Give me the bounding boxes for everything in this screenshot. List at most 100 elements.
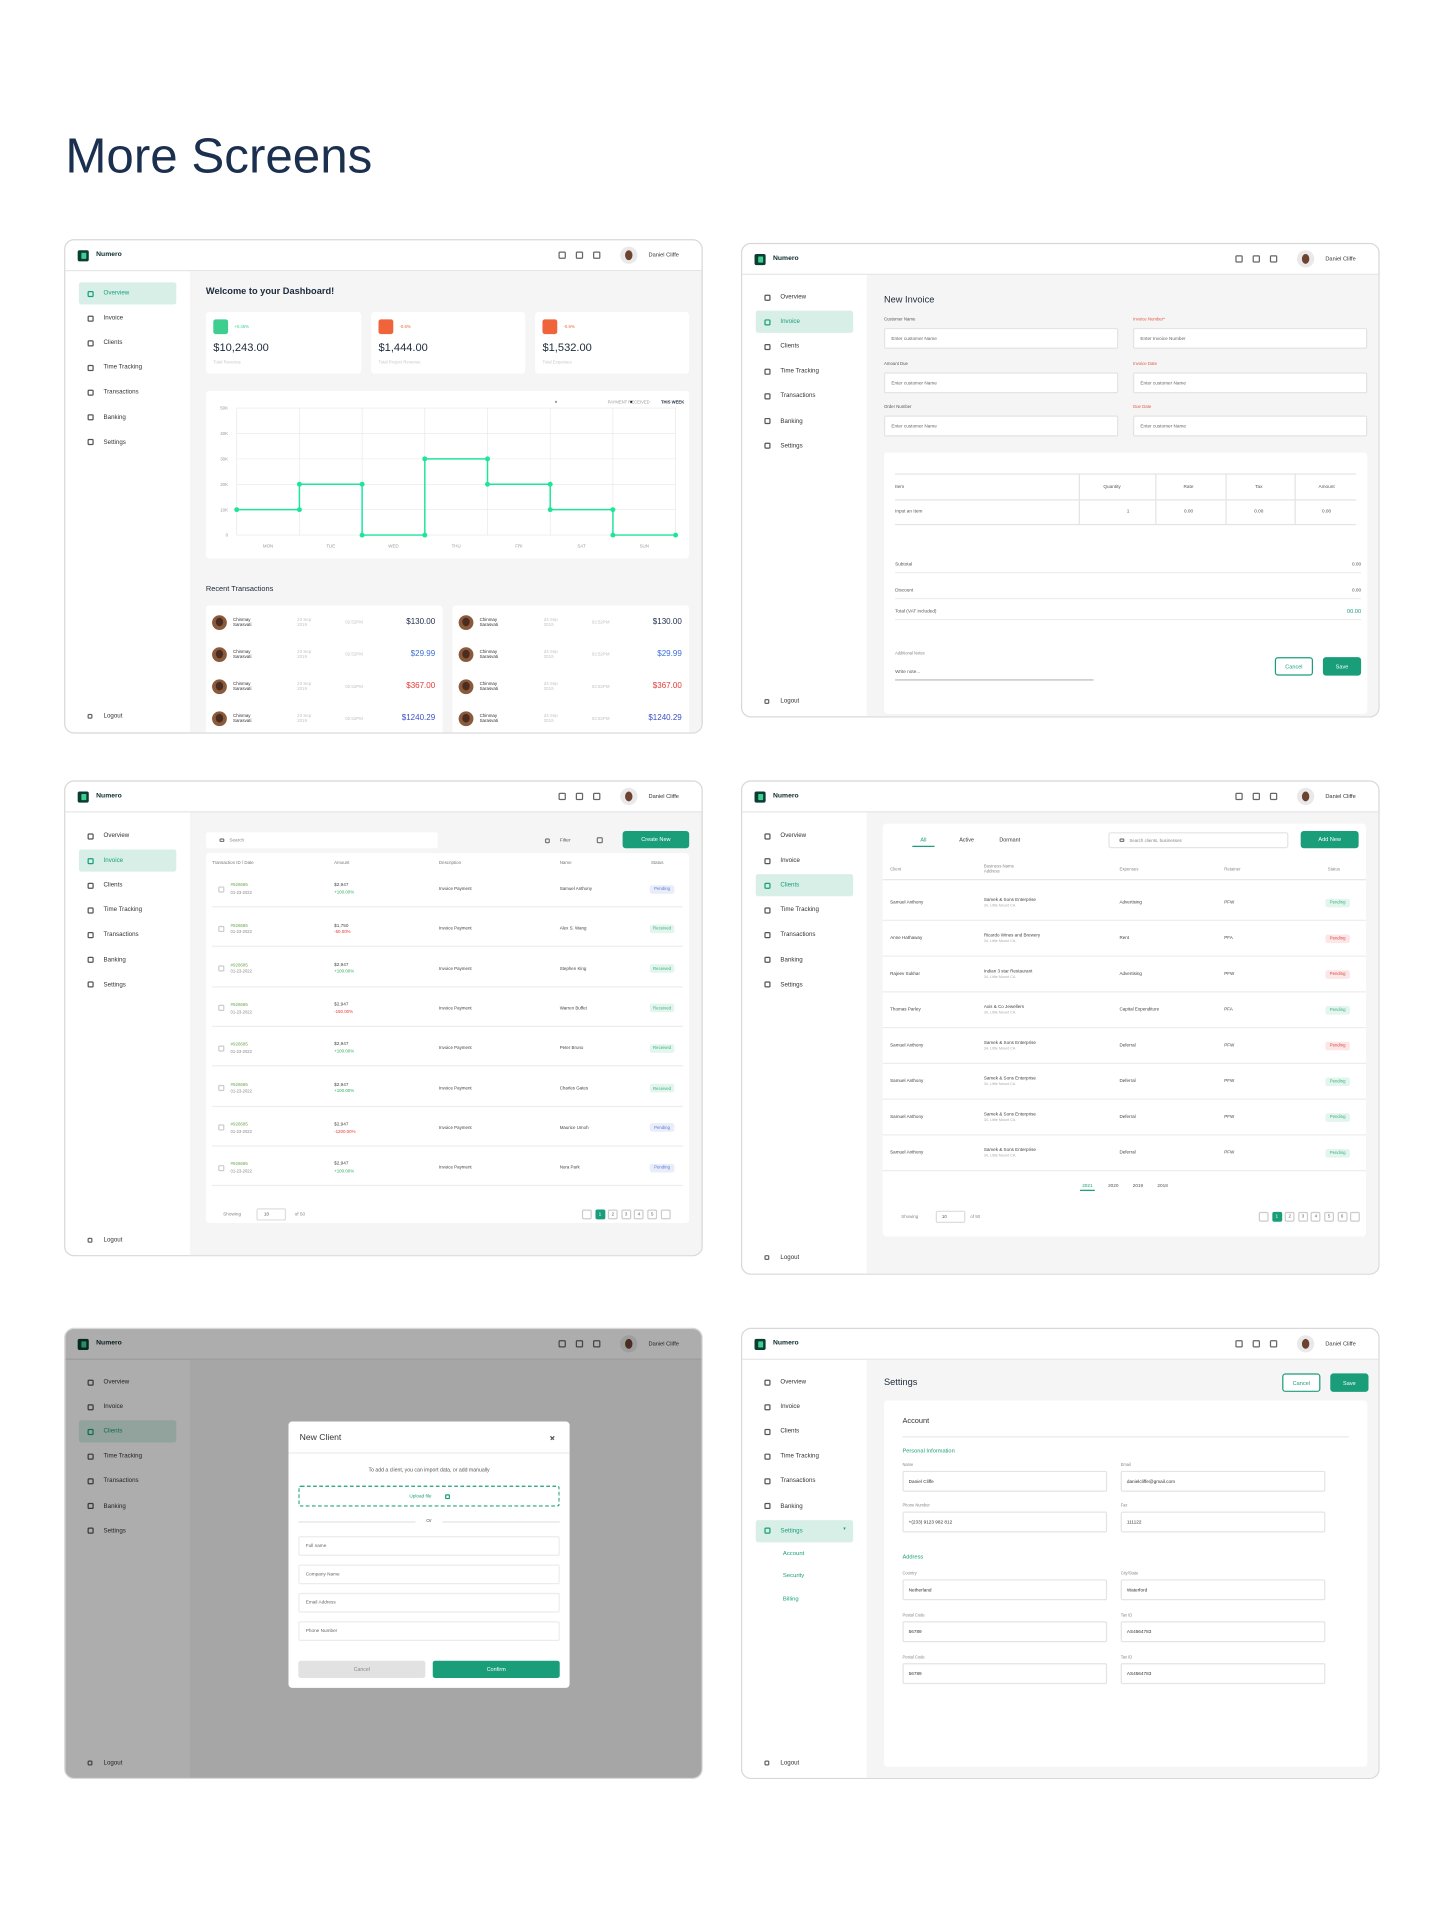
nav-item[interactable]: Invoice	[780, 856, 800, 865]
create-button[interactable]	[622, 830, 690, 849]
search-box[interactable]	[1108, 832, 1289, 849]
nav-item[interactable]: Overview	[780, 293, 807, 301]
button-label[interactable]: Cancel	[353, 1666, 370, 1673]
nav-item[interactable]: Overview	[103, 832, 130, 840]
confirm-button[interactable]	[432, 1660, 560, 1678]
nav-item[interactable]: Transactions	[780, 1477, 816, 1485]
input[interactable]	[298, 1592, 560, 1613]
button-label[interactable]: Create New	[641, 836, 671, 843]
nav-active[interactable]	[755, 1519, 854, 1542]
page[interactable]	[594, 1209, 605, 1220]
tab[interactable]: Dormant	[999, 836, 1021, 843]
button-label[interactable]: Add New	[1318, 836, 1341, 843]
input[interactable]	[298, 1536, 560, 1556]
page-number[interactable]: 5	[1327, 1214, 1331, 1219]
logout[interactable]: Logout	[780, 1759, 800, 1767]
nav-item[interactable]: Banking	[780, 1502, 803, 1510]
input[interactable]	[902, 1470, 1108, 1492]
nav-item[interactable]: Clients	[780, 881, 800, 890]
page-number[interactable]: 2	[1288, 1214, 1292, 1219]
nav-item[interactable]: Banking	[103, 1502, 126, 1510]
nav-item[interactable]: Time Tracking	[780, 1452, 819, 1461]
nav-item[interactable]: Clients	[103, 881, 123, 890]
filter[interactable]: Filter	[559, 836, 571, 843]
input[interactable]	[1133, 415, 1368, 437]
checkbox[interactable]	[218, 1164, 225, 1171]
page-number[interactable]: 1	[598, 1211, 602, 1217]
nav-item[interactable]: Banking	[103, 956, 126, 964]
input[interactable]	[298, 1564, 560, 1585]
field-value[interactable]: Daniel Cliffe	[908, 1478, 934, 1484]
nav-active[interactable]	[755, 874, 854, 897]
page-number[interactable]: 5	[650, 1211, 654, 1217]
nav-item[interactable]: Transactions	[103, 1477, 139, 1485]
next[interactable]	[1350, 1211, 1361, 1222]
checkbox[interactable]	[218, 1084, 225, 1092]
field-value[interactable]: AS4564783	[1126, 1670, 1152, 1676]
nav-item[interactable]: Transactions	[780, 392, 816, 400]
nav-item[interactable]: Settings	[103, 438, 126, 446]
tab[interactable]: All	[920, 836, 927, 843]
logout[interactable]: Logout	[103, 1759, 123, 1767]
input[interactable]	[902, 1663, 1108, 1685]
placeholder[interactable]: Enter customer Name	[891, 335, 937, 341]
page[interactable]	[608, 1209, 618, 1220]
input[interactable]	[1120, 1621, 1326, 1643]
page-number[interactable]: 3	[624, 1211, 628, 1217]
input[interactable]	[883, 415, 1119, 437]
cancel-button[interactable]	[1274, 657, 1314, 676]
nav-item[interactable]: Clients	[103, 339, 123, 347]
nav-item[interactable]: Clients	[103, 1427, 123, 1436]
placeholder[interactable]: Email Address	[305, 1599, 336, 1605]
nav-item[interactable]: Banking	[103, 413, 126, 422]
field-value[interactable]: 111122	[1126, 1519, 1142, 1525]
nav-active[interactable]	[78, 849, 177, 872]
logout[interactable]: Logout	[780, 697, 800, 706]
nav-item[interactable]: Invoice	[780, 1403, 800, 1411]
nav-item[interactable]: Invoice	[780, 318, 800, 326]
input[interactable]	[902, 1579, 1108, 1601]
input[interactable]	[902, 1511, 1108, 1533]
year[interactable]: 2018	[1157, 1183, 1168, 1189]
input[interactable]	[883, 327, 1119, 349]
nav-item[interactable]: Invoice	[103, 314, 124, 322]
logout[interactable]: Logout	[103, 712, 123, 721]
add-button[interactable]	[1300, 830, 1359, 849]
year[interactable]: 2019	[1132, 1183, 1144, 1189]
logout[interactable]: Logout	[780, 1253, 800, 1262]
per-page[interactable]: 10	[263, 1211, 270, 1217]
upload-box[interactable]	[298, 1485, 560, 1507]
nav-item[interactable]: Settings	[780, 980, 803, 989]
page[interactable]	[1337, 1211, 1348, 1222]
placeholder[interactable]: Enter customer Name	[891, 423, 937, 429]
input[interactable]	[1120, 1470, 1326, 1492]
cancel-button[interactable]	[1282, 1373, 1321, 1392]
placeholder[interactable]: Enter customer Name	[1140, 380, 1186, 385]
nav-item[interactable]: Settings	[103, 980, 126, 989]
nav-item[interactable]: Banking	[780, 956, 803, 964]
submenu-item[interactable]: Billing	[782, 1596, 799, 1603]
checkbox[interactable]	[218, 1124, 225, 1131]
search-box[interactable]	[205, 832, 438, 849]
input[interactable]	[902, 1621, 1108, 1643]
button-label[interactable]: Confirm	[486, 1666, 506, 1673]
placeholder[interactable]: Enter customer Name	[1140, 423, 1186, 429]
nav-item[interactable]: Time Tracking	[780, 906, 819, 914]
dropdown-caret[interactable]	[843, 1527, 846, 1531]
page[interactable]	[647, 1209, 658, 1220]
page-number[interactable]: 1	[1275, 1214, 1279, 1219]
page[interactable]	[1284, 1211, 1295, 1222]
nav-item[interactable]: Settings	[103, 1527, 126, 1535]
year[interactable]: 2020	[1108, 1183, 1119, 1189]
nav-item[interactable]: Settings	[780, 1527, 803, 1535]
page-number[interactable]: 6	[1340, 1214, 1344, 1219]
nav-item[interactable]: Clients	[780, 1427, 800, 1436]
page[interactable]	[1297, 1211, 1308, 1222]
checkbox[interactable]	[218, 965, 225, 972]
page[interactable]	[1311, 1211, 1321, 1222]
field-value[interactable]: Netherland	[908, 1586, 932, 1592]
prev[interactable]	[581, 1209, 592, 1220]
placeholder[interactable]: Full name	[305, 1543, 327, 1549]
page-number[interactable]: 3	[1301, 1214, 1305, 1219]
nav-item[interactable]: Time Tracking	[103, 906, 143, 914]
